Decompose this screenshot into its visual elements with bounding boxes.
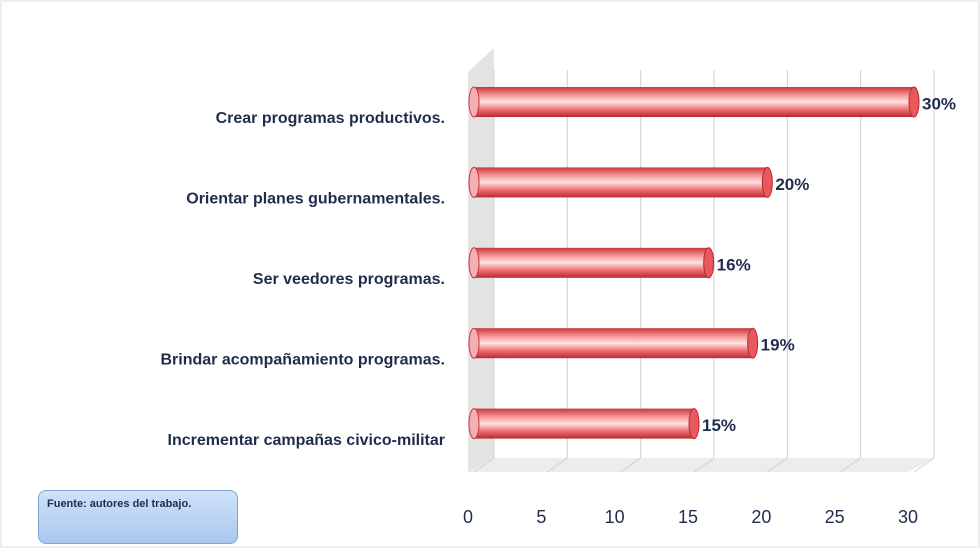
value-label: 30% bbox=[922, 94, 956, 113]
bar-cap bbox=[908, 86, 920, 118]
value-label: 16% bbox=[717, 255, 751, 274]
tick-mark bbox=[547, 457, 568, 473]
value-label: 20% bbox=[775, 175, 809, 194]
tick-mark bbox=[913, 457, 935, 473]
bar-cap bbox=[747, 327, 759, 359]
bar-base bbox=[468, 247, 480, 279]
bar bbox=[474, 408, 694, 439]
tick-mark bbox=[840, 457, 861, 473]
bar bbox=[474, 87, 914, 117]
bar bbox=[474, 247, 709, 278]
bar-base bbox=[468, 408, 480, 440]
x-tick-label: 0 bbox=[463, 507, 473, 527]
y-tick-label: Ser veedores programas. bbox=[253, 271, 445, 288]
bar-cap bbox=[688, 408, 700, 440]
source-note: Fuente: autores del trabajo. bbox=[38, 490, 238, 544]
y-tick-label: Brindar acompañamiento programas. bbox=[160, 351, 445, 368]
value-label: 19% bbox=[761, 336, 795, 355]
x-tick-label: 15 bbox=[678, 507, 698, 527]
y-tick-label: Incrementar campañas civico-militar bbox=[168, 432, 445, 449]
value-label: 15% bbox=[702, 416, 736, 435]
bar-cap bbox=[703, 247, 715, 279]
y-tick-label: Orientar planes gubernamentales. bbox=[186, 191, 445, 208]
floor bbox=[468, 458, 934, 472]
bar-base bbox=[468, 86, 480, 118]
tick-mark bbox=[767, 457, 788, 473]
bar bbox=[474, 328, 753, 359]
x-tick-label: 25 bbox=[825, 507, 845, 527]
tick-mark bbox=[693, 457, 715, 473]
bar-base bbox=[468, 327, 480, 359]
bar-cap bbox=[761, 166, 773, 198]
tick-mark bbox=[620, 457, 641, 473]
x-tick-label: 5 bbox=[536, 507, 546, 527]
bar bbox=[474, 167, 768, 198]
y-tick-label: Crear programas productivos. bbox=[216, 110, 445, 127]
x-tick-label: 10 bbox=[605, 507, 625, 527]
bar-base bbox=[468, 166, 480, 198]
x-tick-label: 30 bbox=[898, 507, 918, 527]
tick-mark bbox=[473, 457, 495, 473]
x-tick-label: 20 bbox=[751, 507, 771, 527]
